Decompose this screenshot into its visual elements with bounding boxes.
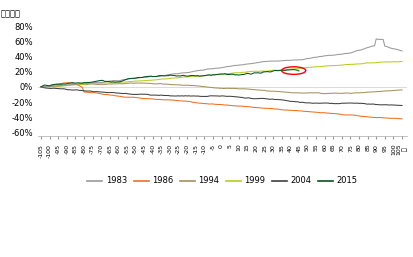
Text: 累積報酬: 累積報酬 [1, 9, 21, 18]
Legend: 1983, 1986, 1994, 1999, 2004, 2015: 1983, 1986, 1994, 1999, 2004, 2015 [84, 173, 360, 189]
